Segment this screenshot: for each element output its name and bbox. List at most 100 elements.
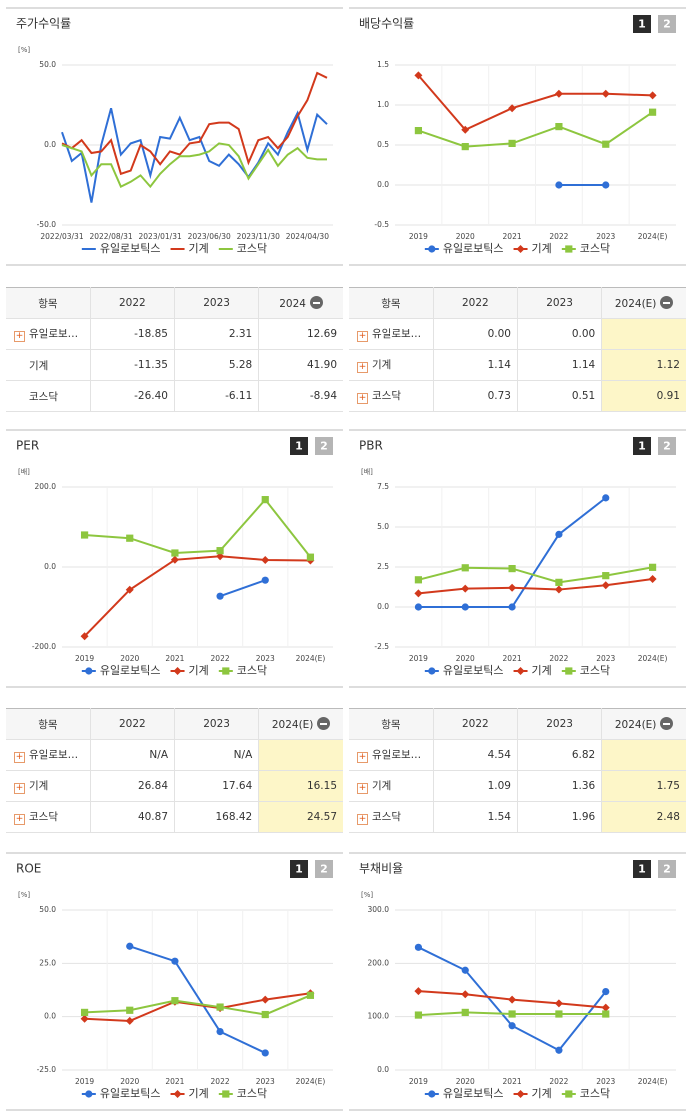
- chart-title: ROE: [16, 862, 41, 876]
- row-label: 코스닥: [372, 811, 401, 823]
- legend-label: 유일로보틱스: [443, 663, 504, 677]
- collapse-icon[interactable]: [317, 717, 331, 730]
- row-label-cell: + 기계: [349, 770, 434, 802]
- y-tick-label: 0.0: [377, 602, 389, 611]
- expand-icon[interactable]: +: [357, 752, 368, 763]
- collapse-icon[interactable]: [660, 717, 674, 730]
- marker: [648, 563, 657, 571]
- marker: [555, 1010, 563, 1018]
- marker: [261, 576, 269, 584]
- marker: [222, 1090, 230, 1098]
- expand-icon[interactable]: +: [14, 783, 25, 794]
- page-button[interactable]: [290, 437, 308, 455]
- collapse-icon[interactable]: [660, 296, 674, 309]
- x-tick-label: 2019: [409, 232, 428, 241]
- value-cell: 0.51: [516, 380, 603, 412]
- page-button[interactable]: [633, 860, 651, 878]
- marker: [126, 1006, 134, 1014]
- marker: [428, 245, 436, 253]
- header-cell: 항목: [6, 708, 91, 740]
- page-button[interactable]: [315, 860, 333, 878]
- y-tick-label: 200.0: [35, 482, 57, 491]
- cell-value: 24.57: [306, 811, 337, 823]
- row-label: 코스닥: [372, 390, 401, 402]
- cell-value: 0.73: [487, 390, 511, 402]
- cell-value: 1.09: [487, 780, 511, 792]
- header-text: 2023: [203, 718, 230, 730]
- x-tick-label: 2023: [596, 654, 615, 663]
- page-button[interactable]: [658, 437, 676, 455]
- marker: [508, 603, 516, 611]
- header-text: 2024: [279, 298, 306, 310]
- cell-value: 41.90: [306, 359, 337, 371]
- marker: [508, 1010, 516, 1018]
- y-tick-label: 0.0: [44, 562, 56, 571]
- collapse-icon[interactable]: [309, 296, 323, 309]
- page-button[interactable]: [658, 860, 676, 878]
- legend-label: 유일로보틱스: [443, 241, 504, 255]
- expand-icon[interactable]: +: [14, 331, 25, 342]
- marker: [171, 549, 179, 557]
- row-label-cell: + 유일로보…: [349, 739, 434, 771]
- y-tick-label: 200.0: [368, 958, 390, 967]
- value-cell: 4.54: [432, 739, 519, 771]
- y-tick-label: 25.0: [39, 958, 56, 967]
- cell-value: 40.87: [137, 811, 168, 823]
- expand-icon[interactable]: +: [14, 752, 25, 763]
- marker: [565, 667, 573, 675]
- marker: [428, 667, 436, 675]
- y-tick-label: 300.0: [368, 905, 390, 914]
- marker: [80, 1014, 89, 1023]
- x-tick-label: 2022: [211, 1077, 230, 1086]
- data-table: 항목 2022 2023 2024(E) + 유일로보… N/A N/A + 기계 26.84 17.…: [6, 708, 343, 833]
- legend: 유일로보틱스 기계 코스닥: [424, 663, 610, 677]
- cell-value: 1.54: [487, 811, 511, 823]
- x-tick-label: 2024(E): [638, 1077, 668, 1086]
- x-tick-label: 2020: [456, 1077, 475, 1086]
- expand-icon[interactable]: +: [357, 331, 368, 342]
- expand-icon[interactable]: +: [357, 393, 368, 404]
- expand-icon[interactable]: +: [14, 814, 25, 825]
- header-cell: 2024(E): [601, 708, 686, 740]
- cell-value: -18.85: [134, 328, 168, 340]
- page-button[interactable]: [658, 15, 676, 33]
- expand-icon[interactable]: +: [357, 814, 368, 825]
- cell-value: 0.00: [487, 328, 511, 340]
- marker: [648, 108, 657, 116]
- row-label: 유일로보…: [29, 328, 79, 340]
- legend-label: 기계: [532, 664, 552, 677]
- x-tick-label: 2023: [596, 1077, 615, 1086]
- header-cell: 항목: [6, 287, 91, 319]
- marker: [555, 123, 563, 131]
- value-cell: N/A: [89, 739, 176, 771]
- cell-value: 1.14: [571, 359, 596, 371]
- value-cell: -6.11: [173, 380, 260, 412]
- legend-label: 유일로보틱스: [443, 1086, 504, 1100]
- marker: [414, 127, 423, 135]
- page-button[interactable]: [633, 15, 651, 33]
- marker: [601, 89, 610, 98]
- marker: [602, 140, 610, 148]
- x-tick-label: 2022/08/31: [89, 232, 132, 241]
- x-tick-label: 2024(E): [296, 1077, 326, 1086]
- marker: [216, 592, 224, 600]
- header-text: 2023: [203, 297, 230, 309]
- expand-icon[interactable]: +: [357, 362, 368, 373]
- marker: [261, 496, 269, 504]
- page-button[interactable]: [290, 860, 308, 878]
- marker: [171, 957, 179, 965]
- row-label-cell: 기계: [6, 349, 91, 381]
- row-label: 기계: [29, 359, 49, 372]
- page-button[interactable]: [633, 437, 651, 455]
- value-cell: 0.73: [432, 380, 519, 412]
- expand-icon[interactable]: +: [357, 783, 368, 794]
- marker: [461, 603, 469, 611]
- legend-label: 기계: [532, 1087, 552, 1100]
- legend-label: 기계: [189, 1087, 209, 1100]
- chart-title: 부채비율: [359, 862, 403, 876]
- y-tick-label: 2.5: [377, 562, 389, 571]
- page-button[interactable]: [315, 437, 333, 455]
- marker: [414, 603, 423, 611]
- marker: [428, 1090, 436, 1098]
